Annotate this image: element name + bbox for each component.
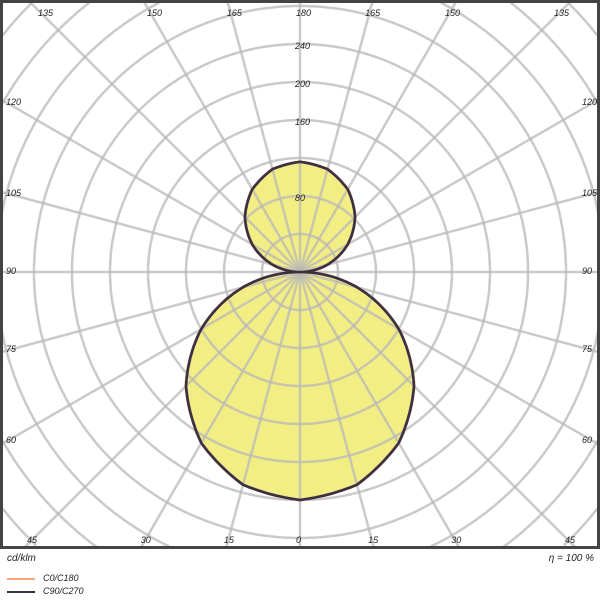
grid-spoke — [1, 270, 301, 354]
grid-spoke — [299, 270, 599, 354]
angle-label: 90 — [6, 266, 17, 276]
grid-ring — [1, 2, 599, 547]
angle-label: 165 — [365, 8, 381, 18]
series-curve-1 — [184, 160, 416, 502]
grid-spoke — [299, 271, 577, 549]
legend-c90-c270: C90/C270 — [43, 586, 84, 596]
angle-label: 105 — [6, 187, 22, 198]
radial-tick-label: 80 — [295, 193, 306, 203]
angle-label: 45 — [565, 535, 576, 545]
grid-spoke — [23, 271, 301, 549]
angle-label: 90 — [582, 266, 593, 276]
angle-label: 120 — [582, 97, 598, 108]
grid-spoke — [139, 271, 302, 549]
angle-label: 165 — [226, 8, 242, 18]
angle-label: 135 — [554, 8, 570, 18]
angle-label: 30 — [451, 535, 462, 545]
grid-spoke — [142, 0, 302, 273]
angle-label: 15 — [368, 535, 379, 545]
grid-spoke — [224, 271, 302, 548]
angle-label: 45 — [27, 535, 38, 545]
angle-label: 0 — [296, 535, 302, 545]
polar-chart — [0, 0, 600, 549]
grid-spoke — [298, 271, 376, 548]
angle-label: 150 — [147, 8, 163, 18]
efficiency-label: η = 100 % — [548, 553, 594, 564]
grid-spoke — [298, 271, 461, 549]
grid-spoke — [0, 270, 301, 446]
legend-swatch-c0 — [7, 578, 35, 580]
radial-tick-label: 160 — [295, 117, 311, 127]
grid-spoke — [299, 190, 599, 274]
angle-label: 120 — [6, 97, 22, 108]
grid-spoke — [298, 0, 458, 273]
angle-label: 60 — [582, 434, 593, 445]
unit-label: cd/klm — [7, 553, 36, 564]
angle-label: 180 — [296, 8, 312, 18]
radial-tick-label: 200 — [295, 79, 311, 89]
legend-swatch-c90 — [7, 591, 35, 593]
radial-tick-label: 240 — [295, 41, 311, 51]
legend-c0-c180: C0/C180 — [43, 573, 79, 583]
angle-label: 135 — [38, 8, 54, 18]
grid-spoke — [28, 0, 301, 273]
angle-label: 15 — [223, 535, 234, 545]
angle-label: 75 — [6, 344, 17, 355]
grid-spoke — [226, 1, 302, 273]
grid-spoke — [1, 190, 301, 274]
angle-label: 105 — [582, 187, 598, 198]
chart-frame — [0, 0, 600, 549]
angle-label: 75 — [582, 344, 593, 355]
grid-ring — [0, 1, 600, 548]
angle-label: 150 — [444, 8, 460, 18]
grid-spoke — [299, 0, 572, 273]
grid-ring — [1, 1, 599, 548]
grid-spoke — [298, 1, 374, 273]
grid-spoke — [299, 270, 600, 446]
angle-label: 60 — [6, 434, 17, 445]
angle-label: 30 — [140, 535, 151, 545]
